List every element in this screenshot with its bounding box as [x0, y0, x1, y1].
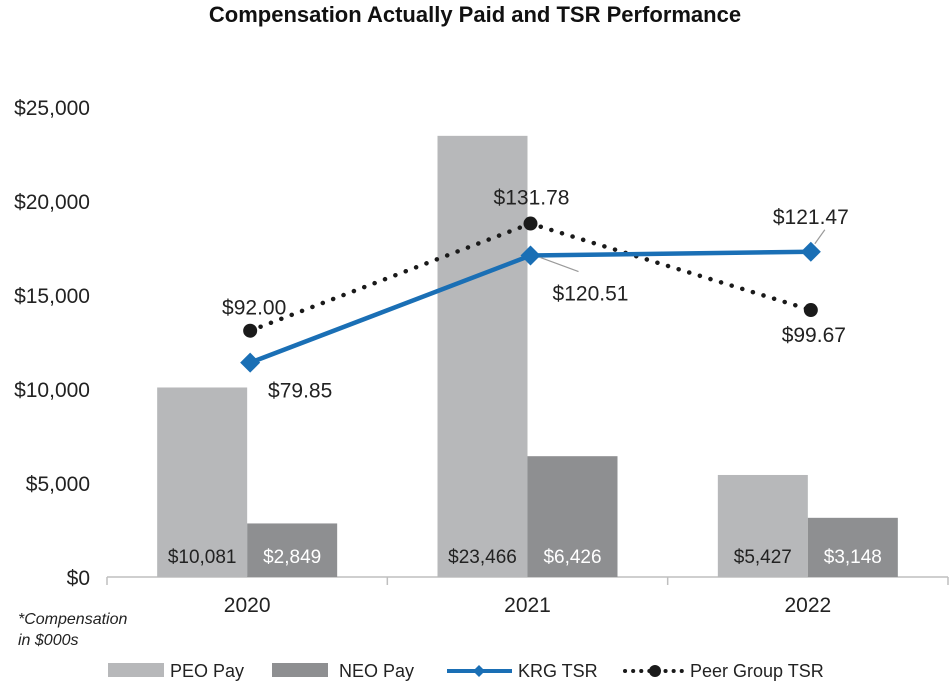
marker-peer-group-tsr-2021	[523, 216, 538, 231]
y-tick-label: $20,000	[14, 191, 90, 214]
label-peer-group-tsr-2020: $92.00	[222, 297, 286, 320]
bar-peo-pay-2021	[437, 135, 528, 577]
x-category-label: 2020	[224, 594, 271, 617]
data-labels: $79.85 $120.51 $121.47 $92.00 $131.78 $99.67	[222, 187, 849, 403]
y-tick-label: $25,000	[14, 97, 90, 120]
line-krg-tsr	[249, 249, 811, 365]
bar-peo-pay-2020	[157, 387, 248, 577]
bar-label-neo-pay-2020: $2,849	[263, 547, 321, 568]
label-peer-group-tsr-2022: $99.67	[782, 324, 846, 347]
marker-krg-tsr-2020	[240, 352, 261, 373]
bar-label-neo-pay-2022: $3,148	[824, 547, 882, 568]
legend-label-peer-group-tsr: Peer Group TSR	[690, 661, 824, 681]
x-axis-categories: 2020 2021 2022	[224, 594, 831, 617]
marker-krg-tsr-2021	[520, 245, 541, 266]
lines	[240, 216, 826, 373]
legend-label-peo-pay: PEO Pay	[170, 661, 244, 681]
y-tick-label: $10,000	[14, 379, 90, 402]
label-peer-group-tsr-2021: $131.78	[494, 187, 570, 210]
bar-label-neo-pay-2021: $6,426	[543, 547, 601, 568]
x-axis-separators	[106, 577, 949, 585]
bar-label-peo-pay-2022: $5,427	[734, 547, 792, 568]
marker-peer-group-tsr-2020	[243, 323, 258, 338]
y-axis: $0 $5,000 $10,000 $15,000 $20,000 $25,000	[14, 97, 90, 590]
y-tick-label: $15,000	[14, 285, 90, 308]
x-category-label: 2021	[504, 594, 551, 617]
bar-neo-pay-2022	[807, 517, 898, 577]
leader-krg-2022	[814, 229, 826, 245]
marker-peer-group-tsr-2022	[803, 303, 818, 318]
label-krg-tsr-2022: $121.47	[773, 206, 849, 229]
legend-label-neo-pay: NEO Pay	[339, 661, 414, 681]
bar-neo-pay-2021	[527, 456, 618, 577]
legend-marker-peer-group-tsr	[649, 665, 661, 677]
legend-swatch-neo-pay	[272, 663, 328, 677]
line-peer-group-tsr	[247, 221, 814, 333]
bars: $10,081 $2,849 $23,466 $6,426 $5,427 $3,148	[157, 135, 898, 577]
y-tick-label: $0	[67, 567, 90, 590]
label-krg-tsr-2021: $120.51	[553, 283, 629, 306]
x-category-label: 2022	[784, 594, 831, 617]
legend: PEO Pay NEO Pay KRG TSR Peer Group TSR	[108, 661, 824, 681]
legend-swatch-peo-pay	[108, 663, 164, 677]
legend-label-krg-tsr: KRG TSR	[518, 661, 598, 681]
label-krg-tsr-2020: $79.85	[268, 380, 332, 403]
bar-neo-pay-2020	[247, 523, 338, 577]
legend-marker-krg-tsr	[473, 665, 485, 677]
y-tick-label: $5,000	[26, 473, 90, 496]
bar-label-peo-pay-2021: $23,466	[448, 547, 517, 568]
bar-label-peo-pay-2020: $10,081	[168, 547, 237, 568]
chart-title: Compensation Actually Paid and TSR Perfo…	[209, 2, 741, 27]
marker-krg-tsr-2022	[800, 241, 821, 262]
footnote-line-1: *Compensation	[18, 611, 128, 628]
footnote-line-2: in $000s	[18, 632, 79, 649]
bar-peo-pay-2022	[717, 474, 808, 577]
leader-krg-2021	[540, 256, 579, 273]
